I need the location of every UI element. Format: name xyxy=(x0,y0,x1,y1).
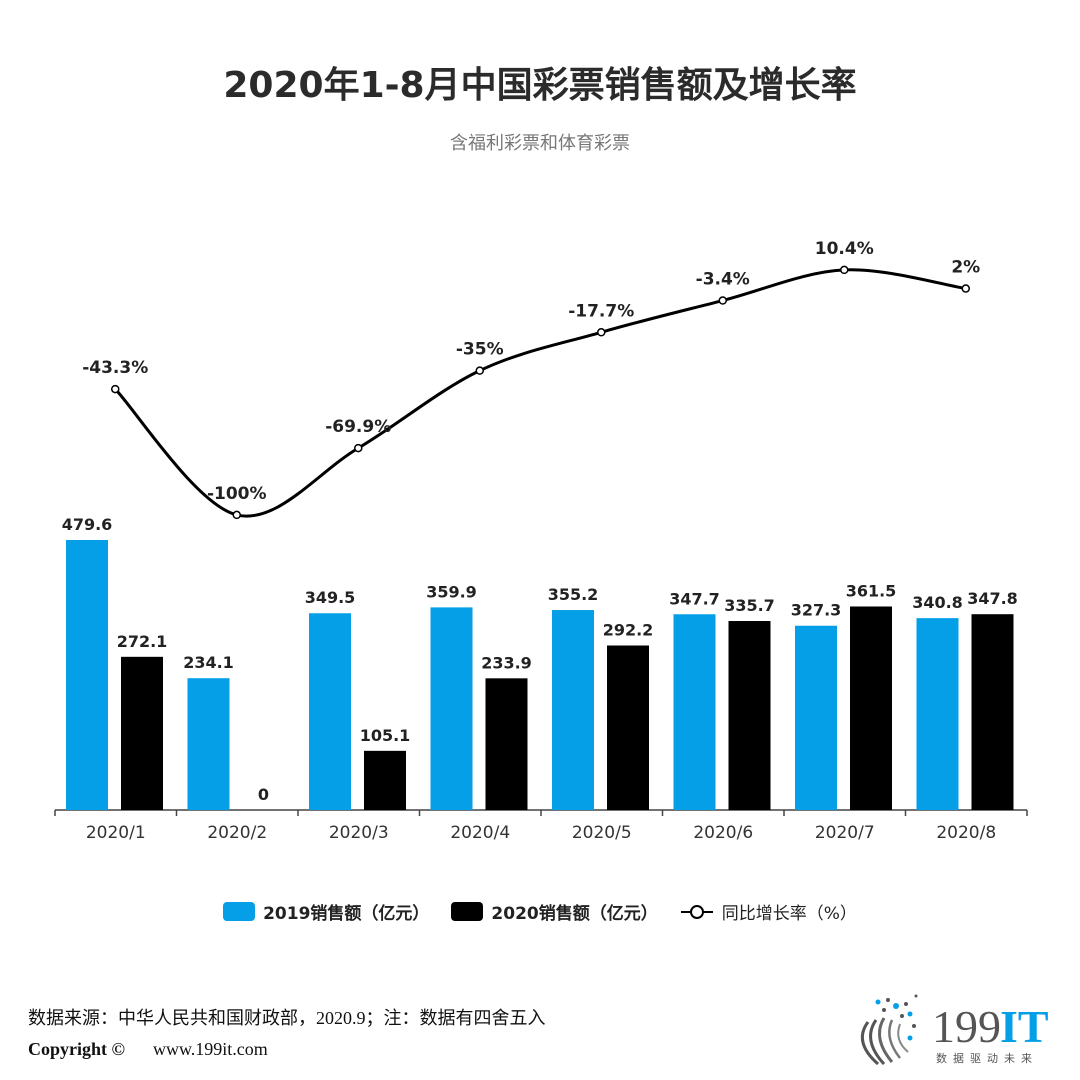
growth-rate-label: 10.4% xyxy=(815,239,874,259)
growth-rate-point xyxy=(840,265,849,275)
bar-value-label: 0 xyxy=(258,785,269,804)
bar-2020 xyxy=(121,656,163,810)
growth-rate-point xyxy=(718,296,727,305)
bar-2019 xyxy=(673,614,716,810)
legend-label-growth: 同比增长率（%） xyxy=(721,904,857,924)
bar-2019 xyxy=(187,678,230,810)
bar-value-label: 355.2 xyxy=(548,585,599,604)
x-tick-label: 2020/3 xyxy=(329,823,389,843)
growth-rate-label: -100% xyxy=(207,484,267,504)
x-tick-label: 2020/8 xyxy=(936,823,996,843)
growth-rate-label: -43.3% xyxy=(82,358,148,378)
bar-value-label: 361.5 xyxy=(846,581,897,600)
copyright-label: Copyright © xyxy=(28,1039,125,1059)
logo-text-it: IT xyxy=(1000,1001,1048,1052)
bar-2020 xyxy=(850,606,892,810)
bar-2019 xyxy=(430,607,473,810)
bar-2019 xyxy=(916,618,959,810)
logo-dots-icon xyxy=(860,994,918,1066)
x-tick-label: 2020/6 xyxy=(693,823,753,843)
legend-swatch-2019 xyxy=(223,902,256,921)
bar-value-label: 234.1 xyxy=(183,653,234,672)
growth-rate-label: 2% xyxy=(951,258,980,278)
bar-2019 xyxy=(552,610,594,810)
growth-rate-point xyxy=(354,443,363,453)
growth-rate-point xyxy=(475,366,484,375)
logo-199it: 199 IT 数据驱动未来 xyxy=(860,994,1048,1066)
x-tick-label: 2020/5 xyxy=(572,823,632,843)
bar-value-label: 335.7 xyxy=(724,596,775,615)
bar-2020 xyxy=(485,678,528,810)
growth-rate-line xyxy=(114,268,966,518)
bar-value-label: 272.1 xyxy=(117,632,168,651)
x-tick-label: 2020/1 xyxy=(86,823,146,843)
bar-value-label: 347.8 xyxy=(967,589,1018,608)
logo-text-199: 199 xyxy=(932,1001,1001,1052)
bar-2019 xyxy=(309,613,351,810)
growth-rate-label: -17.7% xyxy=(568,301,634,321)
x-tick-label: 2020/2 xyxy=(207,823,267,843)
legend-swatch-2020 xyxy=(451,902,484,921)
logo-tagline: 数据驱动未来 xyxy=(936,1051,1038,1065)
legend-line-marker-icon xyxy=(680,904,713,919)
growth-rate-point xyxy=(597,328,606,337)
bar-2019 xyxy=(66,540,108,810)
legend-item-growth: 同比增长率（%） xyxy=(680,899,857,924)
bar-value-label: 347.7 xyxy=(669,589,720,608)
bar-value-label: 292.2 xyxy=(603,621,654,640)
website-link[interactable]: www.199it.com xyxy=(152,1039,268,1059)
bar-2020 xyxy=(728,621,771,810)
data-source-note: 数据来源：中华人民共和国财政部，2020.9；注：数据有四舍五入 xyxy=(28,1008,546,1028)
bar-value-label: 105.1 xyxy=(360,726,411,745)
chart-subtitle: 含福利彩票和体育彩票 xyxy=(450,133,630,154)
legend-label-2019: 2019销售额（亿元） xyxy=(263,904,430,924)
chart-plot: 2020/1 2020/2 2020/3 2020/4 2020/5 2020/6 2020… xyxy=(54,239,1028,843)
bar-value-label: 359.9 xyxy=(426,582,477,601)
bar-2019 xyxy=(795,625,837,810)
legend-label-2020: 2020销售额（亿元） xyxy=(491,904,658,924)
growth-rate-label: -69.9% xyxy=(325,417,391,437)
chart-title: 2020年1-8月中国彩票销售额及增长率 xyxy=(223,65,857,106)
growth-rate-point xyxy=(111,384,120,394)
legend-item-2020: 2020销售额（亿元） xyxy=(451,899,658,924)
growth-rate-label: -3.4% xyxy=(696,270,750,290)
growth-rate-point xyxy=(961,284,970,293)
bar-2020 xyxy=(364,750,406,810)
bar-value-label: 327.3 xyxy=(791,601,842,620)
bar-value-label: 349.5 xyxy=(305,588,356,607)
growth-rate-label: -35% xyxy=(456,340,504,360)
bar-value-label: 479.6 xyxy=(62,515,113,534)
bar-value-label: 233.9 xyxy=(481,653,532,672)
bar-2020 xyxy=(607,645,649,810)
copyright-line: Copyright © www.199it.com xyxy=(28,1039,268,1060)
x-tick-label: 2020/7 xyxy=(815,823,875,843)
growth-rate-point xyxy=(232,510,241,520)
legend-item-2019: 2019销售额（亿元） xyxy=(223,899,429,924)
bar-value-label: 340.8 xyxy=(912,593,963,612)
bar-2020 xyxy=(971,614,1014,810)
legend: 2019销售额（亿元） 2020销售额（亿元） 同比增长率（%） xyxy=(0,899,1080,924)
x-tick-label: 2020/4 xyxy=(450,823,510,843)
